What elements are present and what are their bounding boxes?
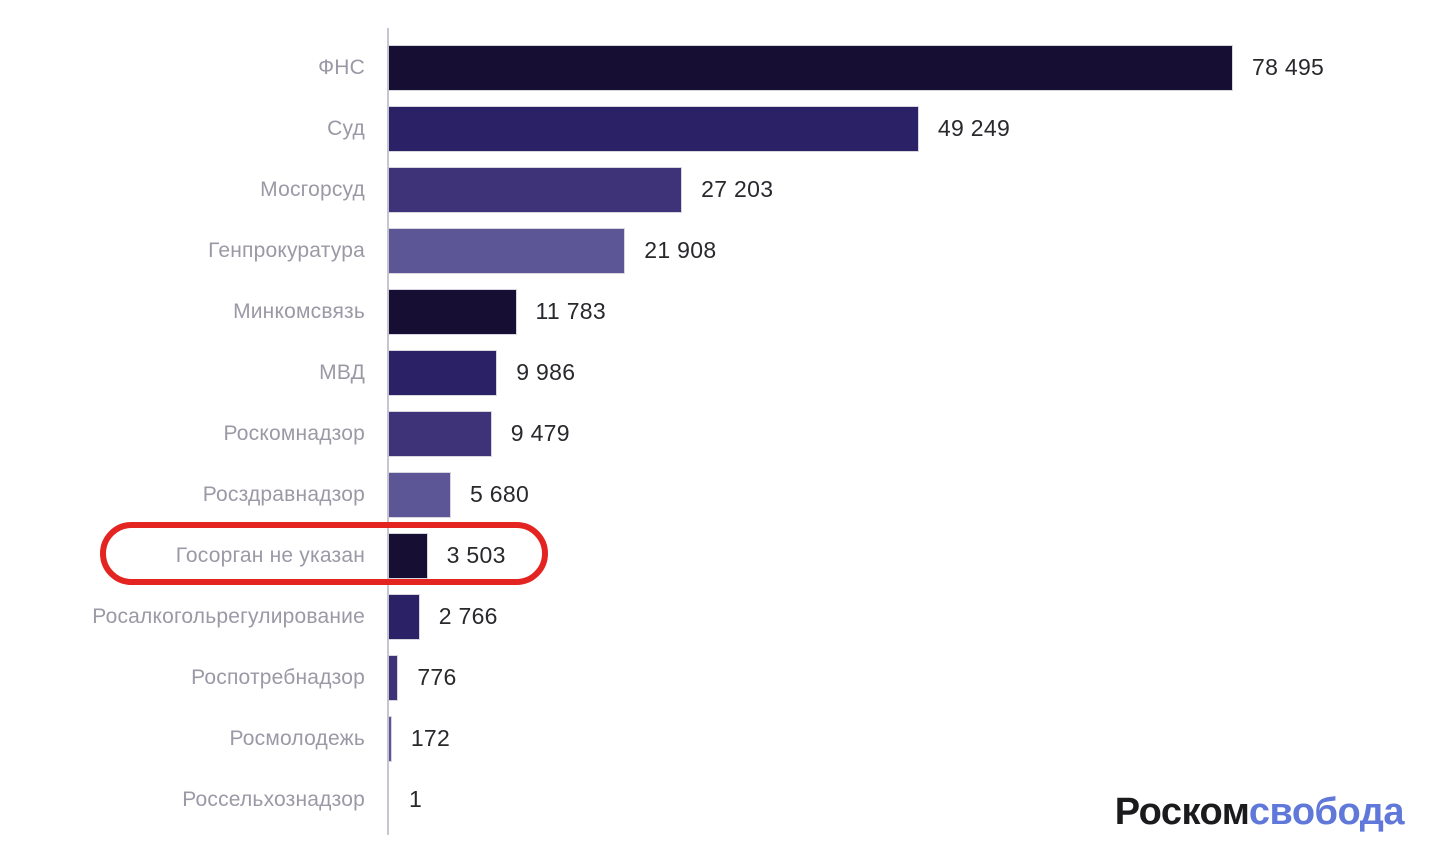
bar-area: 172 bbox=[389, 716, 1446, 761]
chart-row: ФНС 78 495 bbox=[0, 37, 1446, 98]
bar bbox=[389, 472, 450, 517]
bar-area: 11 783 bbox=[389, 289, 1446, 334]
bar bbox=[389, 45, 1232, 90]
category-label: Минкомсвязь bbox=[233, 299, 365, 323]
chart-row: Росалкогольрегулирование 2 766 bbox=[0, 586, 1446, 647]
chart-row: Росмолодежь 172 bbox=[0, 708, 1446, 769]
chart-row: Росздравнадзор 5 680 bbox=[0, 464, 1446, 525]
bar bbox=[389, 167, 682, 212]
bar-area: 9 986 bbox=[389, 350, 1446, 395]
category-label: МВД bbox=[319, 360, 365, 384]
category-label: Мосгорсуд bbox=[260, 177, 365, 201]
y-axis-line bbox=[387, 28, 389, 835]
bar-area: 9 479 bbox=[389, 411, 1446, 456]
chart-row: Роскомнадзор 9 479 bbox=[0, 403, 1446, 464]
chart-row: Россельхознадзор 1 bbox=[0, 769, 1446, 830]
bar bbox=[389, 594, 419, 639]
bar-area: 776 bbox=[389, 655, 1446, 700]
value-label: 49 249 bbox=[937, 115, 1011, 141]
chart-row: Минкомсвязь 11 783 bbox=[0, 281, 1446, 342]
bar-area: 21 908 bbox=[389, 228, 1446, 273]
bar-area: 78 495 bbox=[389, 45, 1446, 90]
chart-row: Роспотребнадзор 776 bbox=[0, 647, 1446, 708]
bar bbox=[389, 411, 491, 456]
category-label: Суд bbox=[327, 116, 365, 140]
bar-area: 5 680 bbox=[389, 472, 1446, 517]
bar bbox=[389, 533, 427, 578]
value-label: 21 908 bbox=[644, 237, 717, 263]
chart-row: Суд 49 249 bbox=[0, 98, 1446, 159]
value-label: 27 203 bbox=[701, 176, 774, 202]
value-label: 9 479 bbox=[510, 420, 570, 446]
bar-area: 27 203 bbox=[389, 167, 1446, 212]
category-label: Роскомнадзор bbox=[223, 421, 365, 445]
bar bbox=[389, 289, 516, 334]
category-label: Россельхознадзор bbox=[182, 787, 365, 811]
roskomsvoboda-logo: Роскомсвобода bbox=[1114, 791, 1405, 834]
category-label: Росмолодежь bbox=[229, 726, 365, 750]
bar-chart: ФНС 78 495 Суд 49 249 Мосгорсуд 27 203 Генпрок… bbox=[0, 37, 1446, 830]
bar-area: 49 249 bbox=[389, 106, 1446, 151]
bar bbox=[389, 228, 625, 273]
chart-row: МВД 9 986 bbox=[0, 342, 1446, 403]
category-label: Госорган не указан bbox=[175, 543, 365, 567]
chart-row: Мосгорсуд 27 203 bbox=[0, 159, 1446, 220]
bar bbox=[389, 106, 918, 151]
bar-area: 1 bbox=[389, 778, 1446, 822]
value-label: 5 680 bbox=[470, 481, 530, 507]
value-label: 78 495 bbox=[1252, 54, 1325, 80]
category-label: Росалкогольрегулирование bbox=[92, 604, 365, 628]
value-label: 11 783 bbox=[535, 298, 606, 324]
chart-row: Госорган не указан 3 503 bbox=[0, 525, 1446, 586]
bar bbox=[389, 350, 497, 395]
logo-text-black: Роском bbox=[1114, 791, 1250, 833]
value-label: 172 bbox=[410, 725, 451, 751]
bar bbox=[389, 716, 391, 761]
chart-row: Генпрокуратура 21 908 bbox=[0, 220, 1446, 281]
bar bbox=[389, 655, 398, 700]
value-label: 2 766 bbox=[438, 603, 498, 629]
category-label: Роспотребнадзор bbox=[191, 665, 365, 689]
value-label: 3 503 bbox=[446, 542, 506, 568]
category-label: Росздравнадзор bbox=[202, 482, 365, 506]
category-label: Генпрокуратура bbox=[208, 238, 365, 262]
value-label: 9 986 bbox=[516, 359, 576, 385]
logo-text-blue: свобода bbox=[1248, 791, 1405, 833]
bar-area: 2 766 bbox=[389, 594, 1446, 639]
bar-area: 3 503 bbox=[389, 533, 1446, 578]
category-label: ФНС bbox=[318, 55, 365, 79]
value-label: 776 bbox=[417, 664, 457, 690]
value-label: 1 bbox=[409, 786, 423, 812]
